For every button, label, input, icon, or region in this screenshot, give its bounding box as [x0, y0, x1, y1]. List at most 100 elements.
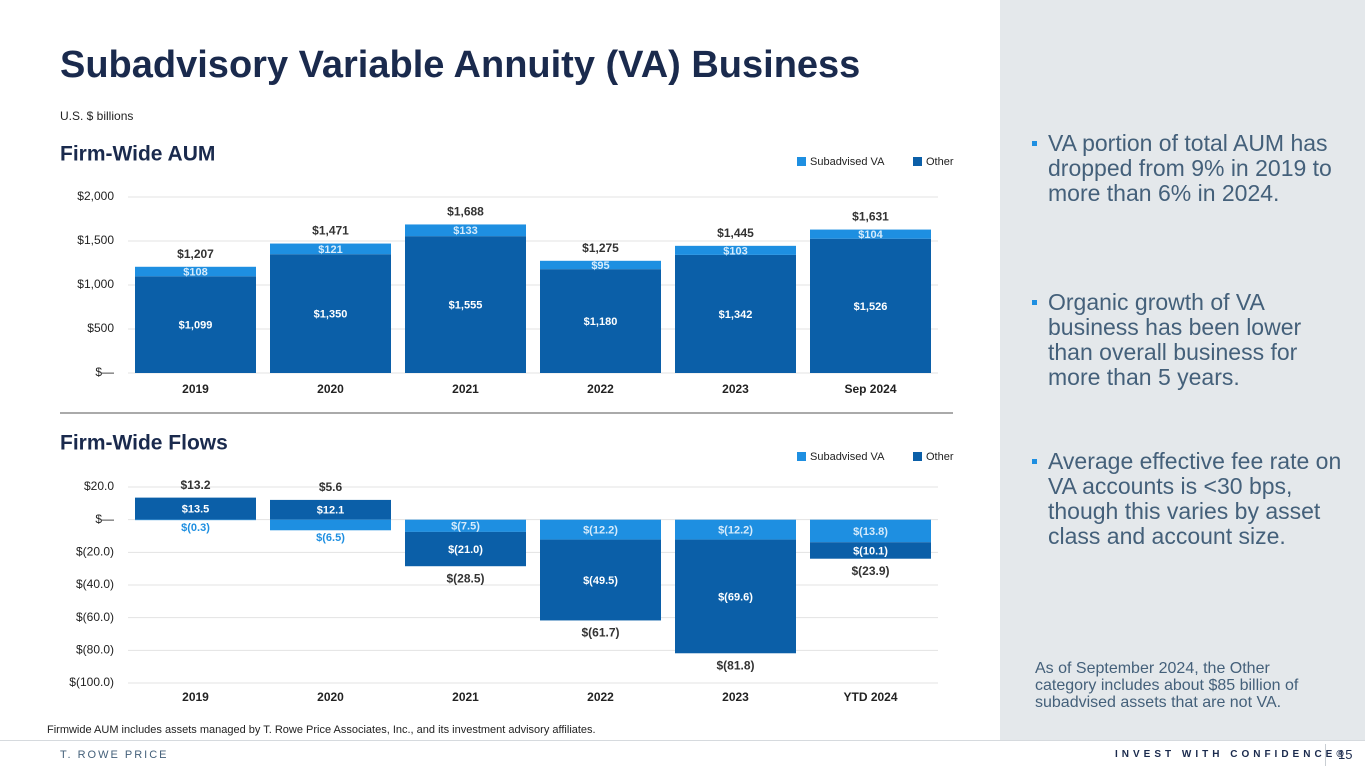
- x-tick-label: 2022: [587, 382, 614, 396]
- y-tick-label: $—: [95, 512, 114, 526]
- bar-segment: [405, 519, 526, 532]
- legend-swatch: [797, 452, 806, 461]
- charts: Firm-Wide AUM Subadvised VA Other $— $500 $1,…: [60, 143, 954, 704]
- legend-label: Subadvised VA: [810, 451, 885, 463]
- y-tick-label: $(60.0): [76, 610, 114, 624]
- x-tick-label: 2021: [452, 382, 479, 396]
- value-label: $(69.6): [718, 591, 753, 603]
- value-label: $1,350: [314, 309, 348, 321]
- value-label: $103: [723, 245, 747, 257]
- bar-segment: [270, 243, 391, 255]
- slide-title: Subadvisory Variable Annuity (VA) Busine…: [60, 44, 861, 86]
- footnote: Firmwide AUM includes assets managed by …: [47, 724, 596, 736]
- bar-segment: [270, 254, 391, 373]
- x-tick-label: 2019: [182, 382, 209, 396]
- brand: T. ROWE PRICE: [60, 749, 169, 761]
- value-label: $(49.5): [583, 575, 618, 587]
- bar-segment: [540, 260, 661, 270]
- total-label: $(23.9): [851, 564, 889, 578]
- y-tick-label: $20.0: [84, 479, 114, 493]
- bar-segment: [675, 245, 796, 255]
- bar-segment: [270, 499, 391, 520]
- value-label: $95: [591, 260, 609, 272]
- bar-segment: [405, 531, 526, 567]
- bar-segment: [540, 269, 661, 373]
- value-label: $13.5: [182, 504, 210, 516]
- value-label: $(6.5): [316, 532, 345, 544]
- chart-title: Firm-Wide Flows: [60, 432, 228, 455]
- value-label: $121: [318, 244, 342, 256]
- value-label: $133: [453, 225, 477, 237]
- bar-segment: [810, 238, 931, 373]
- value-label: $108: [183, 266, 207, 278]
- legend-swatch: [913, 452, 922, 461]
- value-label: $(10.1): [853, 545, 888, 557]
- value-label: $1,555: [449, 299, 483, 311]
- y-tick-label: $(20.0): [76, 545, 114, 559]
- y-tick-label: $(40.0): [76, 577, 114, 591]
- y-tick-label: $1,500: [77, 233, 114, 247]
- total-label: $1,207: [177, 247, 214, 261]
- total-label: $(81.8): [716, 658, 754, 672]
- side-panel: [1000, 0, 1365, 740]
- legend-label: Subadvised VA: [810, 156, 885, 168]
- value-label: $104: [858, 229, 883, 241]
- bar-segment: [810, 519, 931, 543]
- legend-swatch: [913, 157, 922, 166]
- total-label: $1,445: [717, 226, 754, 240]
- bar-segment: [675, 519, 796, 540]
- total-label: $1,688: [447, 205, 484, 219]
- bar-segment: [540, 539, 661, 621]
- value-label: $1,526: [854, 301, 888, 313]
- value-label: $1,099: [179, 320, 213, 332]
- value-label: $1,342: [719, 309, 753, 321]
- value-label: $(0.3): [181, 522, 210, 534]
- legend-label: Other: [926, 451, 954, 463]
- chart-title: Firm-Wide AUM: [60, 143, 215, 166]
- x-tick-label: YTD 2024: [843, 690, 897, 704]
- x-tick-label: 2023: [722, 690, 749, 704]
- total-label: $5.6: [319, 480, 343, 494]
- bar-segment: [810, 542, 931, 559]
- x-tick-label: 2019: [182, 690, 209, 704]
- total-label: $(61.7): [581, 626, 619, 640]
- bar-segment: [135, 266, 256, 277]
- bar-segment: [810, 229, 931, 239]
- total-label: $1,275: [582, 241, 619, 255]
- footer-line: [0, 740, 1365, 741]
- bar-segment: [675, 539, 796, 654]
- divider: [1325, 744, 1326, 766]
- value-label: $(7.5): [451, 521, 480, 533]
- bar-segment: [270, 519, 391, 531]
- bullet: Organic growth of VA business has been l…: [1032, 290, 1348, 390]
- x-tick-label: 2020: [317, 690, 344, 704]
- bullet: VA portion of total AUM has dropped from…: [1032, 131, 1348, 206]
- x-tick-label: Sep 2024: [844, 382, 896, 396]
- value-label: $(13.8): [853, 526, 888, 538]
- bar-segment: [135, 497, 256, 520]
- y-tick-label: $1,000: [77, 277, 114, 291]
- subtitle: U.S. $ billions: [60, 109, 134, 123]
- total-label: $(28.5): [446, 571, 484, 585]
- x-tick-label: 2021: [452, 690, 479, 704]
- bar-segment: [540, 519, 661, 540]
- x-tick-label: 2022: [587, 690, 614, 704]
- value-label: $1,180: [584, 316, 618, 328]
- y-tick-label: $(100.0): [69, 675, 114, 689]
- bar-segment: [135, 276, 256, 373]
- note: As of September 2024, the Other category…: [1035, 660, 1299, 711]
- x-tick-label: 2020: [317, 382, 344, 396]
- value-label: $(21.0): [448, 544, 483, 556]
- value-label: $12.1: [317, 505, 345, 517]
- total-label: $1,631: [852, 210, 889, 224]
- page-number: 15: [1338, 747, 1353, 762]
- y-tick-label: $500: [87, 321, 114, 335]
- bullet: Average effective fee rate on VA account…: [1032, 449, 1348, 549]
- bar-segment: [675, 254, 796, 373]
- bar-segment: [405, 224, 526, 237]
- legend-label: Other: [926, 156, 954, 168]
- value-label: $(12.2): [583, 525, 618, 537]
- value-label: $(12.2): [718, 525, 753, 537]
- y-tick-label: $2,000: [77, 189, 114, 203]
